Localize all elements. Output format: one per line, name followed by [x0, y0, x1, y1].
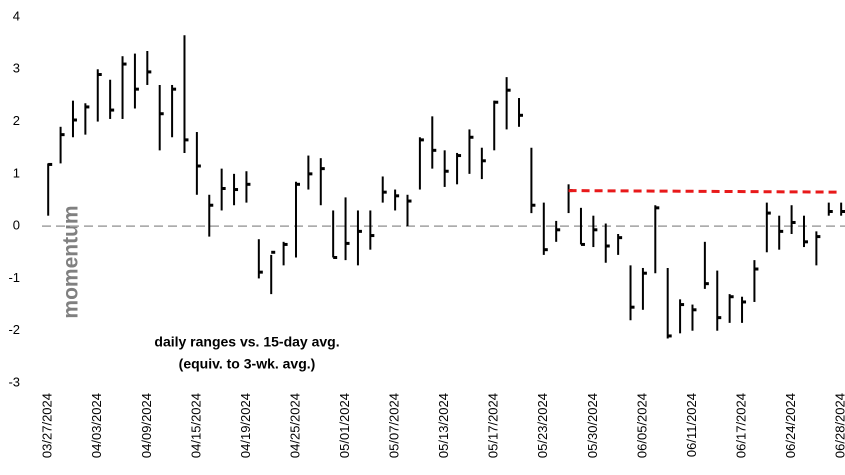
x-tick-label: 04/19/2024: [238, 393, 253, 458]
x-tick-label: 05/07/2024: [387, 393, 402, 458]
x-tick-label: 04/09/2024: [139, 393, 154, 458]
y-tick-label: -3: [8, 374, 20, 389]
y-tick-label: -1: [8, 270, 20, 285]
reference-line: [568, 189, 842, 194]
x-tick-label: 05/13/2024: [436, 393, 451, 458]
annotation: daily ranges vs. 15-day avg.: [154, 334, 339, 350]
x-tick-label: 06/24/2024: [783, 393, 798, 458]
annotation: momentum: [60, 205, 83, 318]
x-tick-label: 05/17/2024: [486, 393, 501, 458]
x-tick-label: 06/05/2024: [634, 393, 649, 458]
annotation: (equiv. to 3-wk. avg.): [179, 356, 316, 372]
y-tick-label: 0: [13, 218, 20, 233]
x-tick-label: 06/11/2024: [684, 393, 699, 457]
x-tick-label: 05/01/2024: [337, 393, 352, 458]
x-tick-label: 04/15/2024: [188, 393, 203, 458]
x-tick-label: 05/30/2024: [585, 393, 600, 458]
x-tick-label: 06/28/2024: [833, 393, 845, 458]
x-tick-label: 04/03/2024: [89, 393, 104, 458]
y-tick-label: 3: [13, 61, 20, 76]
y-tick-label: -2: [8, 322, 20, 337]
x-tick-label: 04/25/2024: [287, 393, 302, 458]
x-tick-label: 06/17/2024: [733, 393, 748, 458]
y-tick-label: 4: [13, 8, 20, 23]
x-tick-label: 05/23/2024: [535, 393, 550, 458]
x-tick-label: 03/27/2024: [40, 393, 55, 458]
y-tick-label: 2: [13, 113, 20, 128]
y-tick-label: 1: [13, 165, 20, 180]
